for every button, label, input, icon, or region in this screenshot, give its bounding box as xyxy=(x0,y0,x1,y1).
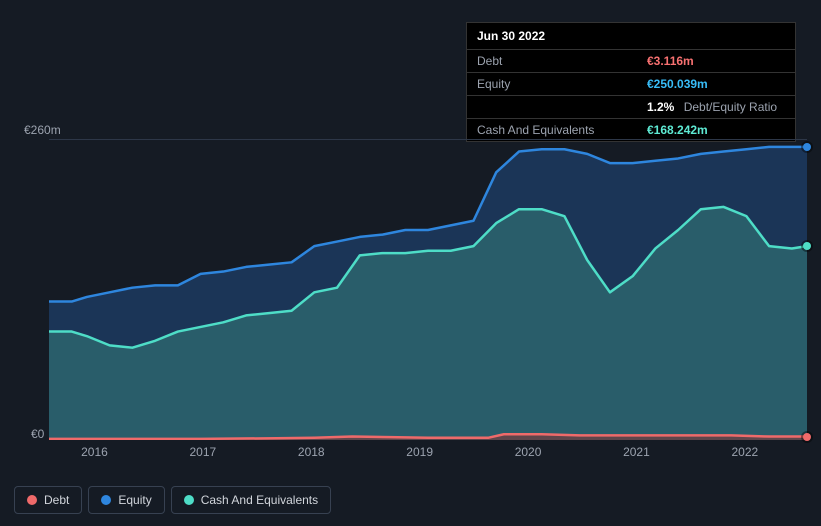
tooltip-row-label: Equity xyxy=(477,77,617,91)
tooltip-row-label: Debt xyxy=(477,54,617,68)
tooltip-row-suffix: Debt/Equity Ratio xyxy=(680,100,777,114)
tooltip-row: Equity €250.039m xyxy=(467,73,795,96)
legend-label: Equity xyxy=(118,493,151,507)
legend-item-equity[interactable]: Equity xyxy=(88,486,164,514)
legend-swatch xyxy=(184,495,194,505)
legend-swatch xyxy=(101,495,111,505)
x-axis-label: 2016 xyxy=(81,445,108,459)
x-axis-label: 2021 xyxy=(623,445,650,459)
chart-tooltip: Jun 30 2022 Debt €3.116m Equity €250.039m 1.… xyxy=(466,22,796,142)
crosshair-dot xyxy=(803,143,811,151)
legend-item-cash-and-equivalents[interactable]: Cash And Equivalents xyxy=(171,486,331,514)
tooltip-row: 1.2% Debt/Equity Ratio xyxy=(467,96,795,119)
tooltip-date: Jun 30 2022 xyxy=(467,23,795,50)
x-axis-label: 2020 xyxy=(515,445,542,459)
x-axis-label: 2018 xyxy=(298,445,325,459)
tooltip-row-value: 1.2% Debt/Equity Ratio xyxy=(647,100,777,114)
tooltip-row: Debt €3.116m xyxy=(467,50,795,73)
crosshair-dot xyxy=(803,242,811,250)
legend-swatch xyxy=(27,495,37,505)
legend: Debt Equity Cash And Equivalents xyxy=(14,486,331,514)
tooltip-row-value: €3.116m xyxy=(647,54,694,68)
legend-label: Debt xyxy=(44,493,69,507)
x-axis-label: 2022 xyxy=(731,445,758,459)
y-axis-bottom-label: €0 xyxy=(31,427,44,441)
chart-svg xyxy=(49,140,807,440)
legend-label: Cash And Equivalents xyxy=(201,493,318,507)
legend-item-debt[interactable]: Debt xyxy=(14,486,82,514)
tooltip-row-label xyxy=(477,100,617,114)
x-axis-label: 2017 xyxy=(190,445,217,459)
crosshair-dot xyxy=(803,433,811,441)
financial-chart: €260m €0 2016201720182019202020212022 xyxy=(14,125,808,455)
tooltip-row-value: €250.039m xyxy=(647,77,708,91)
x-axis-label: 2019 xyxy=(406,445,433,459)
y-axis-top-label: €260m xyxy=(24,123,61,137)
x-axis-labels: 2016 2017 2018 2019 2020 2021 2022 xyxy=(49,445,807,465)
plot-area[interactable] xyxy=(49,139,807,439)
